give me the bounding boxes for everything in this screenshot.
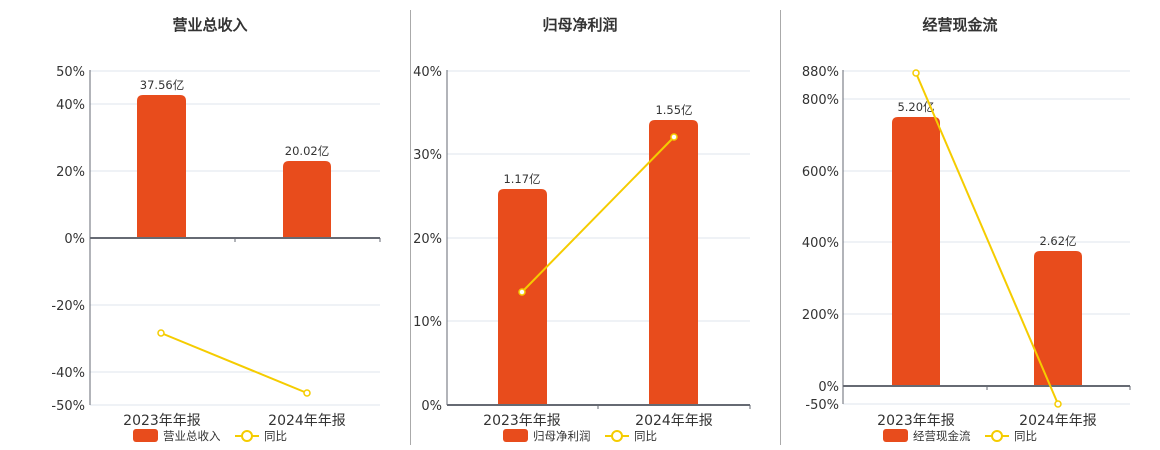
chart-title-net-profit: 归母净利润 bbox=[542, 16, 618, 34]
legend-bar-label[interactable]: 经营现金流 bbox=[913, 429, 971, 443]
y-tick: 30% bbox=[413, 148, 442, 163]
legend-line-icon bbox=[241, 430, 253, 442]
y-tick: 800% bbox=[802, 93, 839, 108]
legend-line-label[interactable]: 同比 bbox=[1014, 429, 1037, 443]
panel-divider-2 bbox=[780, 10, 781, 445]
legend[interactable]: 营业总收入 同比 bbox=[133, 429, 287, 443]
panel-divider-1 bbox=[410, 10, 411, 445]
legend-bar-swatch bbox=[503, 429, 528, 442]
legend-bar-label[interactable]: 营业总收入 bbox=[163, 429, 221, 443]
bar-label: 1.55亿 bbox=[655, 103, 692, 117]
bar-2024[interactable] bbox=[649, 120, 698, 405]
bar-2023[interactable] bbox=[498, 189, 547, 405]
bar-2024[interactable] bbox=[1034, 251, 1082, 386]
x-category: 2024年年报 bbox=[1019, 413, 1097, 429]
y-tick: 50% bbox=[56, 65, 85, 80]
y-tick: 600% bbox=[802, 165, 839, 180]
yoy-point[interactable] bbox=[1054, 400, 1062, 408]
yoy-point[interactable] bbox=[518, 288, 526, 296]
x-category: 2024年年报 bbox=[635, 413, 713, 429]
yoy-point[interactable] bbox=[157, 329, 165, 337]
y-tick: 40% bbox=[56, 98, 85, 113]
yoy-point[interactable] bbox=[670, 133, 678, 141]
legend-bar-label[interactable]: 归母净利润 bbox=[533, 429, 591, 443]
bar-2023[interactable] bbox=[892, 117, 940, 386]
y-tick: -50% bbox=[51, 399, 85, 414]
chart-title-operating-cashflow: 经营现金流 bbox=[922, 16, 998, 34]
y-tick: 0% bbox=[818, 380, 839, 395]
legend-line-label[interactable]: 同比 bbox=[634, 429, 657, 443]
legend[interactable]: 经营现金流 同比 bbox=[883, 429, 1037, 443]
y-tick: 200% bbox=[802, 308, 839, 323]
y-tick: 400% bbox=[802, 236, 839, 251]
yoy-line bbox=[160, 332, 308, 394]
yoy-point[interactable] bbox=[912, 69, 920, 77]
yoy-line bbox=[521, 136, 675, 293]
bar-label: 5.20亿 bbox=[897, 100, 934, 114]
y-tick: 40% bbox=[413, 65, 442, 80]
legend-line-label[interactable]: 同比 bbox=[264, 429, 287, 443]
y-tick: 0% bbox=[421, 399, 442, 414]
y-tick: 880% bbox=[802, 65, 839, 80]
bar-2023[interactable] bbox=[137, 95, 186, 238]
bar-label: 1.17亿 bbox=[503, 172, 540, 186]
grid-lines bbox=[843, 70, 1130, 405]
bar-label: 20.02亿 bbox=[285, 144, 329, 158]
yoy-line bbox=[915, 72, 1059, 405]
y-tick: 10% bbox=[413, 315, 442, 330]
y-tick: 20% bbox=[413, 232, 442, 247]
y-tick: -50% bbox=[805, 398, 839, 413]
y-tick: 20% bbox=[56, 165, 85, 180]
y-tick: -20% bbox=[51, 299, 85, 314]
yoy-point[interactable] bbox=[303, 389, 311, 397]
x-category: 2023年年报 bbox=[483, 413, 561, 429]
legend-line-icon bbox=[611, 430, 623, 442]
bar-2024[interactable] bbox=[283, 161, 331, 238]
legend[interactable]: 归母净利润 同比 bbox=[503, 429, 657, 443]
bar-label: 2.62亿 bbox=[1039, 234, 1076, 248]
legend-line-icon bbox=[991, 430, 1003, 442]
grid-lines bbox=[447, 70, 750, 322]
bar-label: 37.56亿 bbox=[140, 78, 184, 92]
legend-bar-swatch bbox=[133, 429, 158, 442]
y-tick: 0% bbox=[64, 232, 85, 247]
x-category: 2023年年报 bbox=[877, 413, 955, 429]
y-tick: -40% bbox=[51, 366, 85, 381]
chart-title-revenue: 营业总收入 bbox=[172, 16, 248, 34]
x-category: 2024年年报 bbox=[268, 413, 346, 429]
legend-bar-swatch bbox=[883, 429, 908, 442]
x-category: 2023年年报 bbox=[123, 413, 201, 429]
